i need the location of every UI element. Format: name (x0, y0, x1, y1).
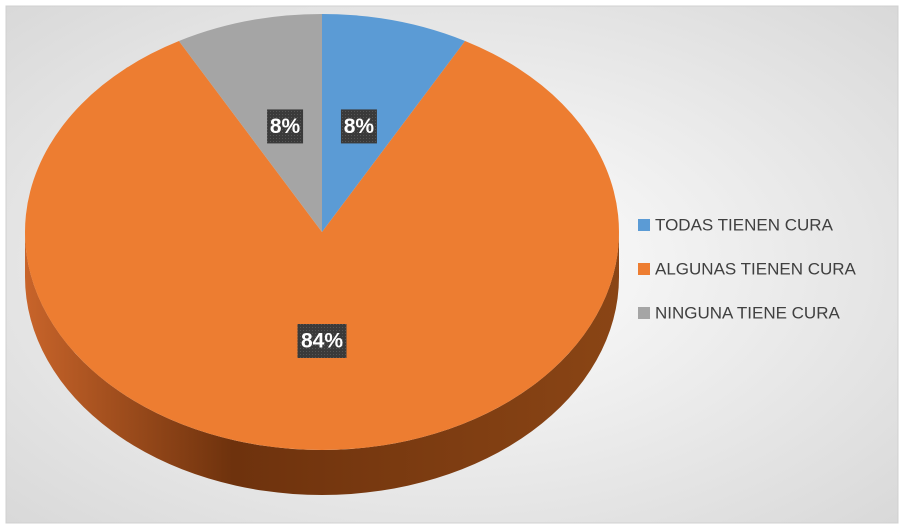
data-label-box (297, 324, 347, 358)
data-label: 84% (301, 330, 343, 353)
data-label-box (267, 109, 304, 144)
pie-slice (178, 14, 322, 232)
legend-swatch (638, 219, 650, 231)
legend-label: TODAS TIENEN CURA (655, 215, 834, 234)
data-label: 8% (344, 115, 375, 138)
pie-slice (322, 14, 466, 232)
legend-label: ALGUNAS TIENEN CURA (655, 259, 857, 278)
legend-swatch (638, 307, 650, 319)
legend-label: NINGUNA TIENE CURA (655, 303, 840, 322)
legend: TODAS TIENEN CURA ALGUNAS TIENEN CURA NING… (638, 215, 857, 322)
legend-swatch (638, 263, 650, 275)
pie-slice (24, 40, 620, 450)
data-label-box (340, 109, 377, 144)
pie: 8% 84% 8% (24, 14, 620, 495)
pie-side (25, 232, 619, 495)
data-label: 8% (270, 115, 301, 138)
